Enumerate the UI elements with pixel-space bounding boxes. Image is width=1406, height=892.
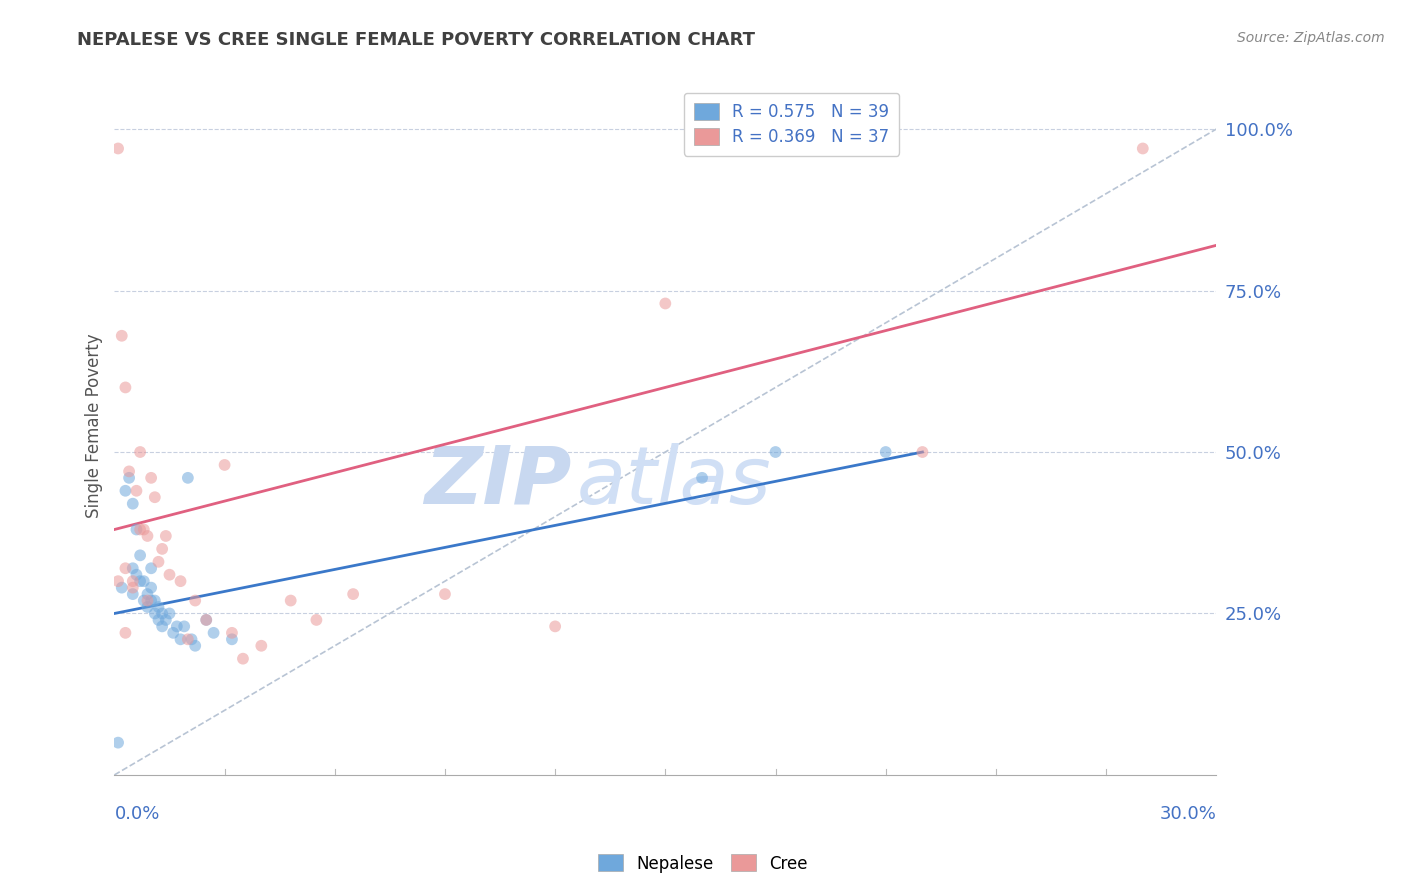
Point: [125, 483, 148, 498]
Point: [121, 497, 143, 511]
Point: [125, 567, 148, 582]
Point: [169, 574, 191, 589]
Point: [107, 141, 129, 155]
Point: [136, 587, 159, 601]
Point: [180, 632, 202, 647]
Point: [118, 464, 141, 478]
Point: [280, 593, 302, 607]
Point: [150, 541, 173, 556]
Y-axis label: Single Female Poverty: Single Female Poverty: [86, 334, 103, 518]
Point: [202, 625, 225, 640]
Point: [195, 613, 218, 627]
Point: [132, 523, 155, 537]
Point: [143, 593, 166, 607]
Point: [765, 445, 787, 459]
Point: [129, 445, 152, 459]
Point: [150, 607, 173, 621]
Point: [184, 639, 207, 653]
Point: [136, 593, 159, 607]
Point: [121, 587, 143, 601]
Point: [121, 574, 143, 589]
Point: [136, 529, 159, 543]
Text: Source: ZipAtlas.com: Source: ZipAtlas.com: [1237, 31, 1385, 45]
Point: [166, 619, 188, 633]
Point: [342, 587, 364, 601]
Point: [139, 593, 162, 607]
Point: [132, 593, 155, 607]
Point: [169, 632, 191, 647]
Legend: R = 0.575   N = 39, R = 0.369   N = 37: R = 0.575 N = 39, R = 0.369 N = 37: [683, 93, 900, 156]
Text: 0.0%: 0.0%: [114, 805, 160, 823]
Point: [118, 471, 141, 485]
Point: [155, 529, 177, 543]
Point: [139, 561, 162, 575]
Point: [690, 471, 713, 485]
Point: [114, 380, 136, 394]
Point: [143, 490, 166, 504]
Point: [232, 651, 254, 665]
Point: [1132, 141, 1154, 155]
Point: [305, 613, 328, 627]
Point: [107, 574, 129, 589]
Point: [911, 445, 934, 459]
Legend: Nepalese, Cree: Nepalese, Cree: [592, 847, 814, 880]
Point: [139, 581, 162, 595]
Point: [177, 632, 200, 647]
Point: [159, 567, 181, 582]
Point: [114, 483, 136, 498]
Point: [173, 619, 195, 633]
Point: [177, 471, 200, 485]
Point: [121, 581, 143, 595]
Point: [125, 523, 148, 537]
Point: [544, 619, 567, 633]
Point: [107, 736, 129, 750]
Point: [111, 581, 134, 595]
Point: [129, 549, 152, 563]
Point: [150, 619, 173, 633]
Point: [148, 555, 170, 569]
Point: [184, 593, 207, 607]
Point: [114, 625, 136, 640]
Point: [148, 600, 170, 615]
Point: [159, 607, 181, 621]
Point: [139, 471, 162, 485]
Point: [136, 600, 159, 615]
Point: [155, 613, 177, 627]
Point: [129, 523, 152, 537]
Point: [875, 445, 897, 459]
Point: [195, 613, 218, 627]
Point: [250, 639, 273, 653]
Text: atlas: atlas: [578, 443, 772, 521]
Point: [121, 561, 143, 575]
Point: [214, 458, 236, 472]
Text: 30.0%: 30.0%: [1160, 805, 1216, 823]
Point: [132, 574, 155, 589]
Point: [114, 561, 136, 575]
Text: ZIP: ZIP: [425, 443, 572, 521]
Point: [143, 607, 166, 621]
Point: [148, 613, 170, 627]
Point: [221, 625, 243, 640]
Point: [129, 574, 152, 589]
Point: [433, 587, 456, 601]
Point: [221, 632, 243, 647]
Point: [654, 296, 676, 310]
Text: NEPALESE VS CREE SINGLE FEMALE POVERTY CORRELATION CHART: NEPALESE VS CREE SINGLE FEMALE POVERTY C…: [77, 31, 755, 49]
Point: [162, 625, 184, 640]
Point: [111, 328, 134, 343]
